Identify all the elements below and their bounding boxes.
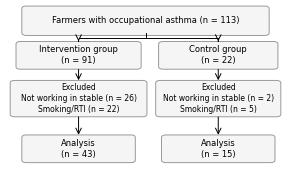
FancyBboxPatch shape — [16, 42, 141, 69]
FancyBboxPatch shape — [22, 135, 135, 163]
Text: (n = 15): (n = 15) — [201, 150, 235, 159]
Text: Excluded: Excluded — [61, 83, 96, 92]
Text: Smoking/RTI (n = 5): Smoking/RTI (n = 5) — [180, 105, 257, 114]
Text: Farmers with occupational asthma (n = 113): Farmers with occupational asthma (n = 11… — [52, 16, 239, 25]
Text: Not working in stable (n = 2): Not working in stable (n = 2) — [163, 94, 274, 103]
Text: (n = 22): (n = 22) — [201, 56, 235, 66]
Text: Control group: Control group — [189, 45, 247, 54]
Text: Analysis: Analysis — [201, 139, 236, 148]
Text: Not working in stable (n = 26): Not working in stable (n = 26) — [21, 94, 136, 103]
Text: (n = 43): (n = 43) — [61, 150, 96, 159]
FancyBboxPatch shape — [22, 6, 269, 35]
FancyBboxPatch shape — [156, 80, 281, 117]
Text: (n = 91): (n = 91) — [61, 56, 96, 66]
Text: Smoking/RTI (n = 22): Smoking/RTI (n = 22) — [38, 105, 119, 114]
Text: Excluded: Excluded — [201, 83, 236, 92]
FancyBboxPatch shape — [10, 80, 147, 117]
FancyBboxPatch shape — [162, 135, 275, 163]
Text: Intervention group: Intervention group — [39, 45, 118, 54]
FancyBboxPatch shape — [159, 42, 278, 69]
Text: Analysis: Analysis — [61, 139, 96, 148]
